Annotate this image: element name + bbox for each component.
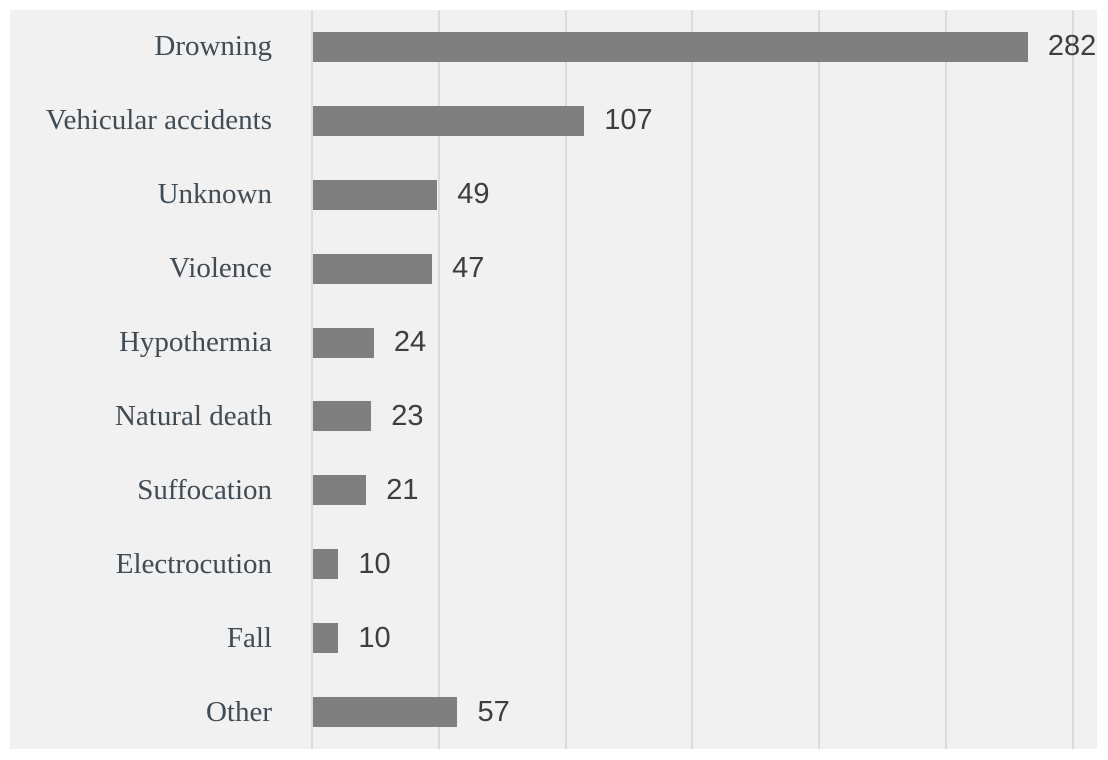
value-label: 57 xyxy=(477,695,510,728)
bar-row-suffocation: Suffocation 21 xyxy=(10,453,1097,527)
bar-row-hypothermia: Hypothermia 24 xyxy=(10,306,1097,380)
category-label: Violence xyxy=(169,252,272,285)
gridline-300 xyxy=(1071,10,1074,749)
bar xyxy=(313,475,367,506)
bar xyxy=(313,327,374,358)
value-label: 107 xyxy=(604,104,653,137)
bar-row-fall: Fall 10 xyxy=(10,601,1097,675)
gridline-100 xyxy=(564,10,567,749)
bar xyxy=(313,253,433,284)
value-label: 282 xyxy=(1047,30,1097,63)
category-label: Electrocution xyxy=(115,547,272,580)
value-label: 47 xyxy=(452,252,485,285)
gridline-50 xyxy=(437,10,440,749)
bar xyxy=(313,105,585,136)
category-label: Natural death xyxy=(114,399,272,432)
category-label: Drowning xyxy=(154,30,272,63)
gridline-150 xyxy=(691,10,694,749)
category-label: Fall xyxy=(226,621,272,654)
category-label: Hypothermia xyxy=(118,326,272,359)
value-label: 49 xyxy=(457,178,490,211)
bar xyxy=(313,697,458,728)
bar-chart: Drowning 282 Vehicular accidents 107 Unk… xyxy=(10,10,1097,749)
bar-row-electrocution: Electrocution 10 xyxy=(10,527,1097,601)
bar-row-drowning: Drowning 282 xyxy=(10,10,1097,84)
bar-row-other: Other 57 xyxy=(10,675,1097,749)
bar-row-vehicular-accidents: Vehicular accidents 107 xyxy=(10,84,1097,158)
chart-rows: Drowning 282 Vehicular accidents 107 Unk… xyxy=(10,10,1097,749)
value-label: 10 xyxy=(358,621,391,654)
value-label: 21 xyxy=(386,473,419,506)
bar xyxy=(313,179,438,210)
category-label: Other xyxy=(205,695,272,728)
bar-row-violence: Violence 47 xyxy=(10,232,1097,306)
gridline-0 xyxy=(311,10,313,749)
bar xyxy=(313,623,339,654)
category-label: Unknown xyxy=(157,178,272,211)
bar-row-natural-death: Natural death 23 xyxy=(10,380,1097,454)
category-label: Suffocation xyxy=(137,473,272,506)
gridline-250 xyxy=(944,10,947,749)
gridline-200 xyxy=(818,10,820,749)
bar xyxy=(313,401,372,432)
value-label: 24 xyxy=(393,326,427,359)
value-label: 10 xyxy=(358,547,391,580)
bar-row-unknown: Unknown 49 xyxy=(10,158,1097,232)
bar xyxy=(313,31,1028,62)
value-label: 23 xyxy=(391,399,424,432)
category-label: Vehicular accidents xyxy=(45,104,272,137)
bar xyxy=(313,549,339,580)
